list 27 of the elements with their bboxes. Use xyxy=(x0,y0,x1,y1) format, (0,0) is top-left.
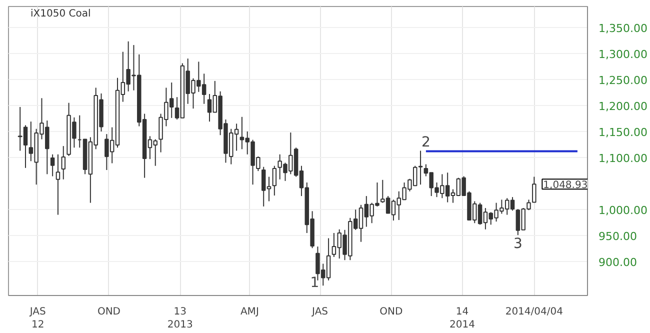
candlestick xyxy=(50,154,55,177)
x-tick-label: 13 2013 xyxy=(167,306,193,331)
chart-title: iX1050 Coal xyxy=(30,8,91,20)
annotation: 1 xyxy=(310,275,320,292)
y-tick-label: 1,100.00 xyxy=(598,152,648,166)
candlestick xyxy=(418,150,423,186)
y-tick-label: 1,150.00 xyxy=(598,126,648,139)
x-tick-label: 2014/04/04 xyxy=(505,306,563,318)
y-tick-label: 1,250.00 xyxy=(598,74,648,87)
y-tick-label: 1,200.00 xyxy=(598,100,648,113)
x-tick-label: JAS xyxy=(311,306,328,318)
y-tick-label: 1,000.00 xyxy=(598,204,648,218)
y-tick-label: 900.00 xyxy=(598,256,637,270)
y-tick-label: 950.00 xyxy=(598,230,637,244)
x-tick-label: 14 2014 xyxy=(450,306,475,331)
x-tick-label: OND xyxy=(380,306,403,318)
candlestick xyxy=(61,146,66,180)
y-tick-label: 1,350.00 xyxy=(598,22,648,35)
candlestick xyxy=(272,165,277,196)
y-tick-label: 1,300.00 xyxy=(598,48,648,61)
annotation: 3 xyxy=(513,236,522,252)
x-tick-label: JAS 12 xyxy=(28,306,46,331)
x-tick-label: AMJ xyxy=(240,306,259,318)
annotation: 1,048.93 xyxy=(543,180,588,192)
candlestick xyxy=(56,154,60,216)
annotation: 2 xyxy=(421,134,430,151)
x-tick-label: OND xyxy=(97,306,121,318)
